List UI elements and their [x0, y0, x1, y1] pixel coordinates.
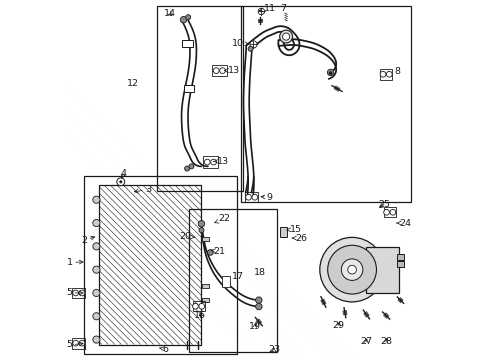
Bar	[72, 338, 85, 348]
Circle shape	[73, 290, 79, 296]
Bar	[379, 69, 391, 80]
Circle shape	[383, 210, 388, 215]
Circle shape	[327, 245, 376, 294]
Bar	[280, 226, 286, 237]
Text: 16: 16	[194, 311, 206, 320]
Bar	[188, 209, 276, 352]
Circle shape	[198, 221, 204, 227]
Text: 29: 29	[332, 321, 344, 330]
Bar	[83, 176, 237, 354]
Circle shape	[326, 69, 333, 76]
Text: 12: 12	[126, 79, 139, 88]
Circle shape	[328, 71, 332, 75]
Circle shape	[93, 243, 100, 250]
Circle shape	[93, 336, 100, 343]
Bar	[396, 261, 403, 267]
Bar	[182, 40, 192, 47]
Circle shape	[119, 180, 122, 183]
Text: 17: 17	[231, 271, 243, 280]
Text: 22: 22	[214, 214, 230, 223]
Circle shape	[389, 210, 395, 215]
Circle shape	[184, 166, 189, 171]
Circle shape	[219, 68, 225, 73]
Circle shape	[319, 237, 384, 302]
Text: 24: 24	[396, 219, 410, 228]
Circle shape	[79, 340, 85, 346]
Bar	[72, 288, 85, 298]
Circle shape	[188, 164, 194, 169]
Circle shape	[93, 289, 100, 297]
Bar	[99, 185, 201, 345]
Text: 28: 28	[379, 337, 391, 346]
Circle shape	[185, 15, 190, 20]
Circle shape	[93, 196, 100, 203]
Circle shape	[93, 266, 100, 273]
Text: 27: 27	[360, 337, 372, 346]
Text: 26: 26	[292, 234, 307, 243]
Text: 4: 4	[120, 170, 126, 179]
Text: 10: 10	[231, 39, 248, 48]
Bar	[203, 156, 217, 168]
Text: 25: 25	[377, 200, 389, 209]
Text: 13: 13	[213, 157, 228, 166]
Circle shape	[341, 259, 362, 280]
Text: 2: 2	[81, 236, 95, 245]
Text: 21: 21	[210, 247, 225, 256]
Text: 3: 3	[134, 185, 151, 194]
Circle shape	[207, 249, 213, 255]
Text: 20: 20	[179, 232, 194, 241]
Circle shape	[347, 265, 356, 274]
Bar	[396, 254, 403, 260]
Text: 23: 23	[267, 345, 280, 354]
Circle shape	[249, 41, 257, 48]
Text: 9: 9	[261, 193, 272, 202]
Circle shape	[210, 159, 216, 165]
Circle shape	[79, 290, 85, 296]
Circle shape	[245, 194, 251, 200]
Circle shape	[192, 303, 198, 309]
Bar	[383, 207, 395, 217]
Bar	[212, 65, 226, 76]
Circle shape	[117, 178, 124, 186]
Bar	[192, 301, 204, 311]
Circle shape	[251, 194, 257, 200]
Bar	[202, 298, 209, 302]
Circle shape	[258, 8, 264, 15]
Bar	[244, 192, 258, 202]
Circle shape	[199, 303, 204, 309]
Circle shape	[379, 71, 385, 77]
Text: 18: 18	[254, 268, 265, 277]
Circle shape	[93, 220, 100, 226]
Text: 19: 19	[249, 322, 261, 331]
Text: 11: 11	[259, 4, 276, 13]
Circle shape	[247, 46, 253, 51]
Bar	[184, 85, 194, 92]
Circle shape	[199, 228, 203, 233]
Text: 15: 15	[286, 225, 302, 234]
Circle shape	[213, 68, 219, 73]
Bar	[366, 247, 398, 293]
Circle shape	[279, 30, 292, 43]
Circle shape	[255, 303, 262, 310]
Circle shape	[93, 313, 100, 320]
Text: 5: 5	[66, 288, 83, 297]
Bar	[202, 237, 209, 241]
Text: 14: 14	[163, 9, 176, 18]
Text: 5: 5	[66, 341, 83, 350]
Bar	[241, 6, 410, 202]
Circle shape	[180, 17, 186, 23]
Circle shape	[282, 33, 289, 40]
Text: 6: 6	[160, 345, 168, 354]
Bar	[156, 6, 242, 191]
Text: 13: 13	[224, 66, 240, 75]
Circle shape	[73, 340, 79, 346]
Bar	[221, 276, 230, 287]
Text: 1: 1	[67, 258, 83, 267]
Circle shape	[255, 297, 262, 303]
Bar	[202, 284, 209, 288]
Circle shape	[204, 159, 210, 165]
Circle shape	[386, 71, 391, 77]
Text: 7: 7	[280, 4, 286, 13]
Text: 8: 8	[394, 67, 400, 76]
